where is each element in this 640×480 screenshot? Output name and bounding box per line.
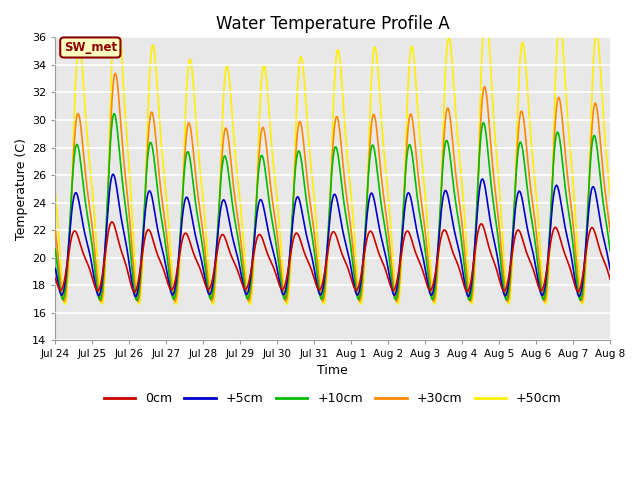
+50cm	[52, 191, 60, 197]
0cm	[108, 219, 116, 225]
+10cm	[563, 200, 571, 206]
Line: +5cm: +5cm	[56, 174, 640, 297]
+30cm	[52, 228, 60, 233]
+50cm	[111, 0, 118, 2]
0cm	[530, 268, 538, 274]
Text: SW_met: SW_met	[64, 41, 117, 54]
+10cm	[111, 111, 118, 117]
+5cm	[239, 280, 246, 286]
X-axis label: Time: Time	[317, 364, 348, 377]
0cm	[387, 285, 395, 291]
Line: +30cm: +30cm	[56, 73, 640, 301]
Y-axis label: Temperature (C): Temperature (C)	[15, 138, 28, 240]
+5cm	[563, 234, 571, 240]
Title: Water Temperature Profile A: Water Temperature Profile A	[216, 15, 449, 33]
+10cm	[111, 111, 118, 117]
+5cm	[111, 175, 118, 180]
+30cm	[239, 255, 246, 261]
+50cm	[563, 109, 571, 115]
Legend: 0cm, +5cm, +10cm, +30cm, +50cm: 0cm, +5cm, +10cm, +30cm, +50cm	[99, 387, 567, 410]
+5cm	[387, 284, 395, 289]
+5cm	[635, 229, 640, 235]
+10cm	[635, 193, 640, 199]
+10cm	[133, 298, 141, 303]
+30cm	[635, 162, 640, 168]
+30cm	[387, 260, 395, 266]
Line: 0cm: 0cm	[56, 222, 640, 292]
+5cm	[530, 254, 538, 260]
+30cm	[111, 71, 119, 76]
+50cm	[246, 301, 253, 307]
+30cm	[134, 299, 141, 304]
+5cm	[109, 171, 117, 177]
+30cm	[530, 210, 538, 216]
+50cm	[530, 168, 538, 173]
+10cm	[239, 269, 246, 275]
+5cm	[132, 294, 140, 300]
+10cm	[387, 275, 395, 280]
0cm	[563, 257, 571, 263]
+30cm	[111, 72, 118, 78]
+30cm	[563, 171, 571, 177]
+50cm	[239, 224, 246, 229]
+5cm	[52, 265, 60, 271]
+50cm	[387, 232, 395, 238]
0cm	[52, 276, 60, 281]
+50cm	[635, 97, 640, 103]
+10cm	[530, 230, 538, 236]
0cm	[635, 254, 640, 260]
+10cm	[52, 247, 60, 252]
0cm	[239, 283, 246, 288]
Line: +50cm: +50cm	[56, 0, 640, 304]
0cm	[111, 224, 118, 230]
Line: +10cm: +10cm	[56, 114, 640, 300]
0cm	[131, 289, 138, 295]
